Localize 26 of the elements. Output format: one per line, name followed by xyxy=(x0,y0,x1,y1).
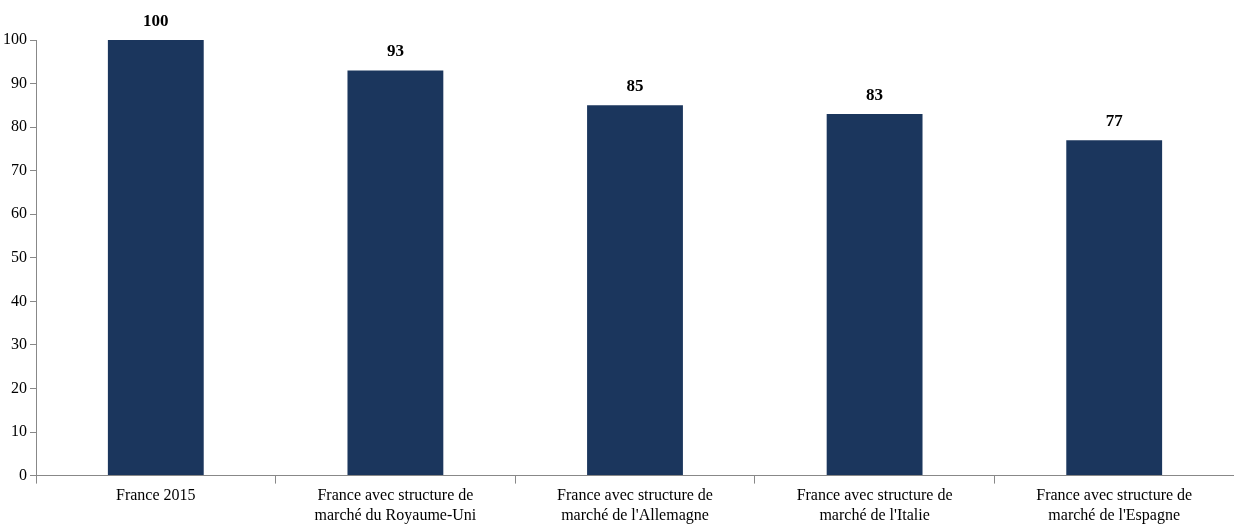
data-label: 85 xyxy=(626,76,644,96)
data-label: 93 xyxy=(386,41,404,61)
data-label: 100 xyxy=(143,10,169,30)
bar xyxy=(826,114,923,476)
x-tick-label: France avec structure de marché de l'Italie xyxy=(796,486,953,523)
y-tick-label: 100 xyxy=(3,30,27,48)
y-tick-label: 0 xyxy=(19,465,27,483)
data-label: 77 xyxy=(1105,111,1124,131)
bar xyxy=(347,70,444,476)
x-tick-label: France avec structure de marché de l'Allemagne xyxy=(557,486,713,524)
y-tick-label: 50 xyxy=(11,248,27,265)
y-tick-label: 80 xyxy=(11,117,27,135)
bar xyxy=(1066,140,1163,476)
y-tick-label: 60 xyxy=(11,204,27,222)
bar xyxy=(587,105,683,476)
x-tick-label: France avec structure de marché du Royaume-Uni xyxy=(314,486,477,524)
y-tick-label: 10 xyxy=(11,422,27,440)
x-tick-label: France avec structure de marché de l'Espagne xyxy=(1036,486,1193,524)
y-tick-label: 90 xyxy=(11,73,27,91)
y-tick-label: 20 xyxy=(11,378,27,396)
bar xyxy=(107,40,204,476)
x-tick-label: France 2015 xyxy=(116,486,196,504)
data-label: 83 xyxy=(866,84,884,104)
y-tick-label: 70 xyxy=(11,160,27,178)
y-tick-label: 40 xyxy=(11,291,27,309)
y-tick-label: 30 xyxy=(11,335,27,353)
